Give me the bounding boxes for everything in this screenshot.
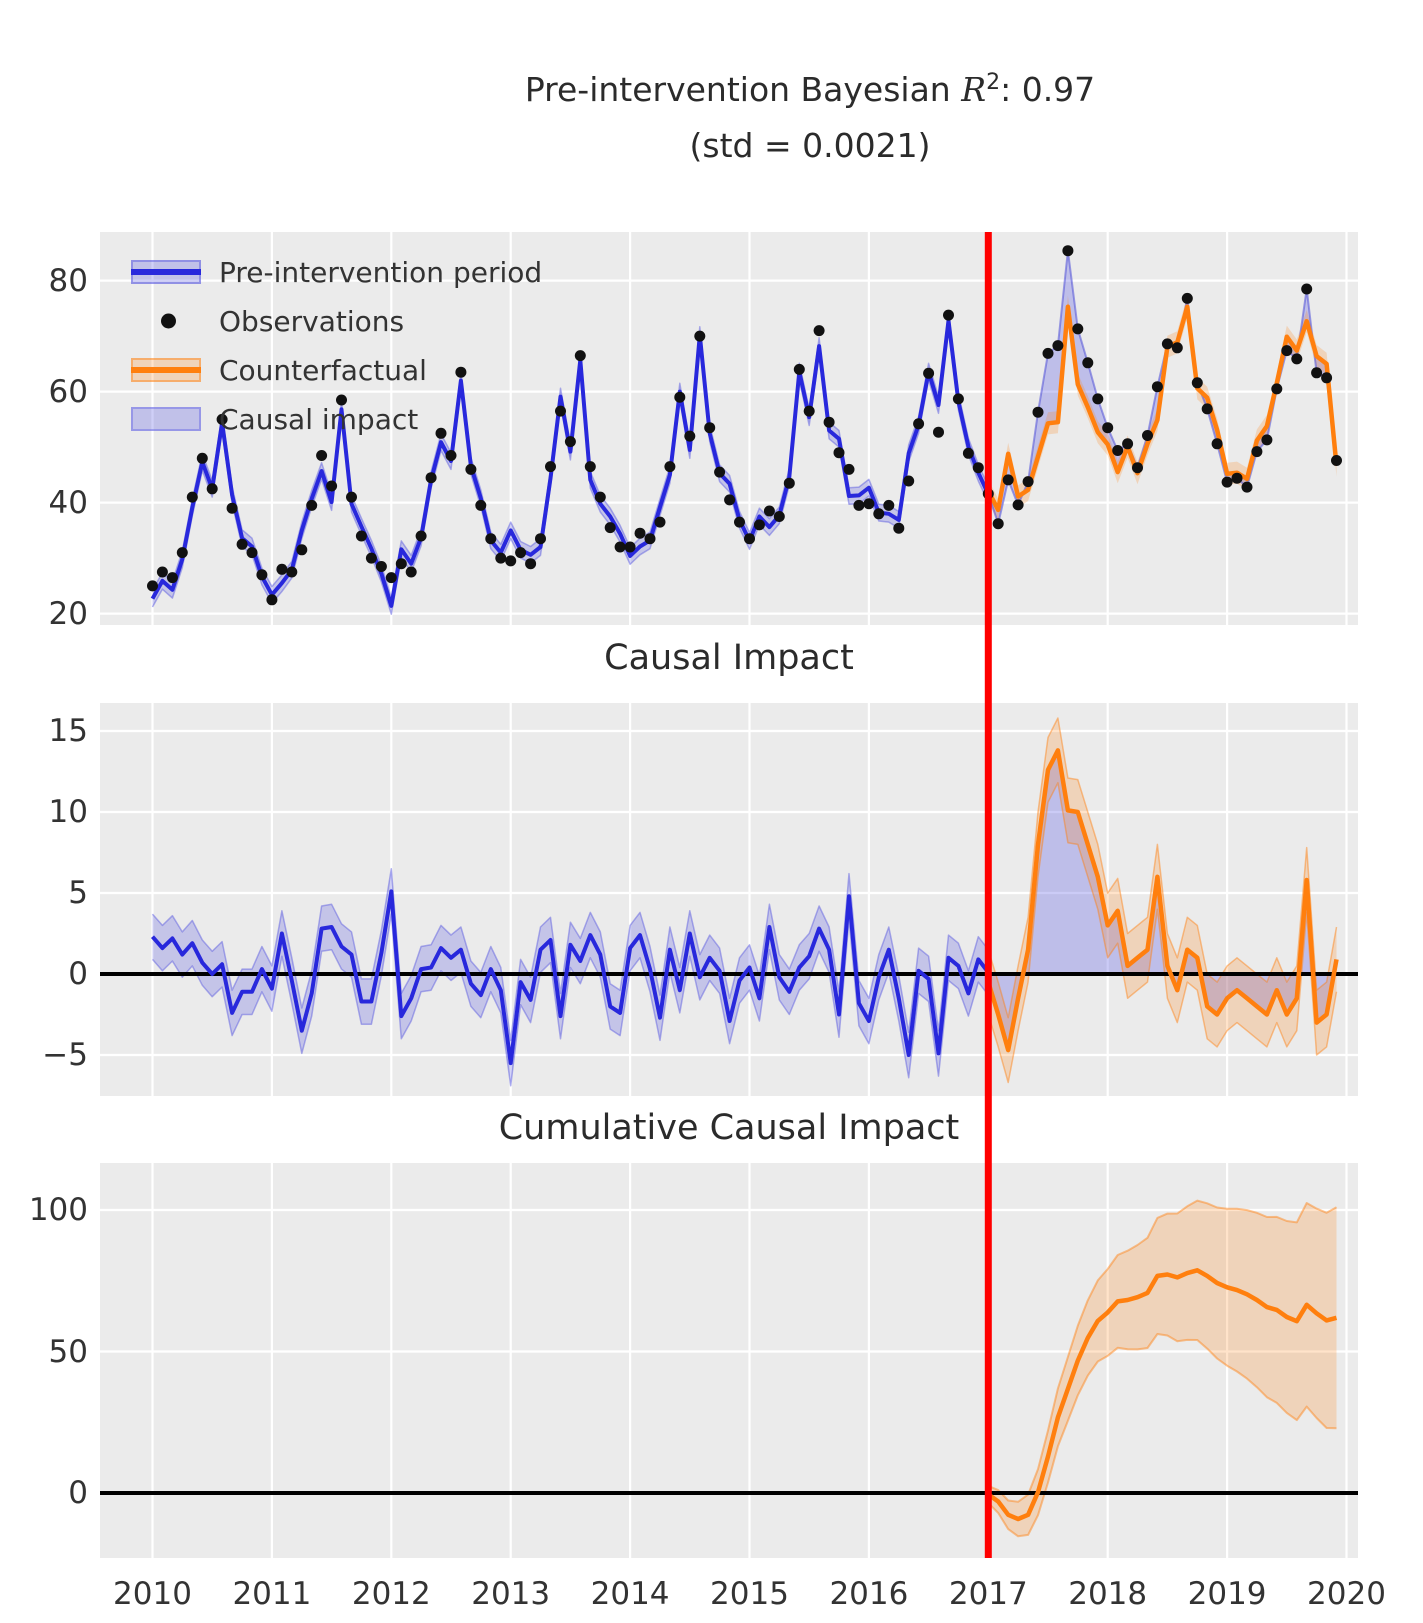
blue-line-band-icon <box>131 258 201 286</box>
legend-item-counterfactual: Counterfactual <box>131 351 542 389</box>
y-tick-label: 0 <box>68 956 88 992</box>
y-tick-label: 20 <box>48 595 88 632</box>
x-tick-label: 2015 <box>710 1576 789 1612</box>
blue-patch-icon <box>131 405 201 433</box>
legend-item-observations: Observations <box>131 302 542 340</box>
x-tick-label: 2010 <box>113 1576 192 1612</box>
middle-panel-title: Causal Impact <box>604 638 854 678</box>
orange-line-band-icon <box>131 356 201 384</box>
y-tick-label: 0 <box>68 1475 88 1511</box>
y-tick-label: 60 <box>48 373 88 410</box>
x-tick-label: 2017 <box>948 1576 1028 1612</box>
y-tick-label: 5 <box>68 875 88 911</box>
legend-item-pre-intervention: Pre-intervention period <box>131 253 542 291</box>
y-tick-label: 40 <box>48 484 88 521</box>
x-tick-label: 2018 <box>1068 1576 1148 1612</box>
legend-item-causal-impact: Causal impact <box>131 400 542 438</box>
x-tick-label: 2012 <box>351 1576 431 1612</box>
x-tick-label: 2013 <box>471 1576 551 1612</box>
figure-title-line1: Pre-intervention Bayesian R2: 0.97 <box>524 70 1096 109</box>
x-tick-label: 2020 <box>1307 1576 1386 1612</box>
figure-title-line2: (std = 0.0021) <box>689 126 931 165</box>
x-tick-label: 2014 <box>590 1576 670 1612</box>
y-tick-label: 15 <box>48 713 88 749</box>
legend-label: Causal impact <box>219 402 419 436</box>
x-tick-label: 2016 <box>829 1576 909 1612</box>
bottom-panel-title: Cumulative Causal Impact <box>498 1108 960 1148</box>
legend-label: Pre-intervention period <box>219 255 543 289</box>
y-tick-label: 50 <box>48 1333 88 1370</box>
y-tick-label: 80 <box>48 262 88 299</box>
y-tick-label: 10 <box>48 794 88 830</box>
x-tick-label: 2011 <box>232 1576 312 1612</box>
black-dot-icon <box>131 307 201 335</box>
legend: Pre-intervention period Observations Cou… <box>131 253 542 438</box>
x-tick-label: 2019 <box>1187 1576 1267 1612</box>
legend-label: Counterfactual <box>219 353 427 387</box>
y-tick-label: −5 <box>42 1037 88 1073</box>
legend-label: Observations <box>219 304 405 338</box>
y-tick-label: 100 <box>28 1192 88 1228</box>
